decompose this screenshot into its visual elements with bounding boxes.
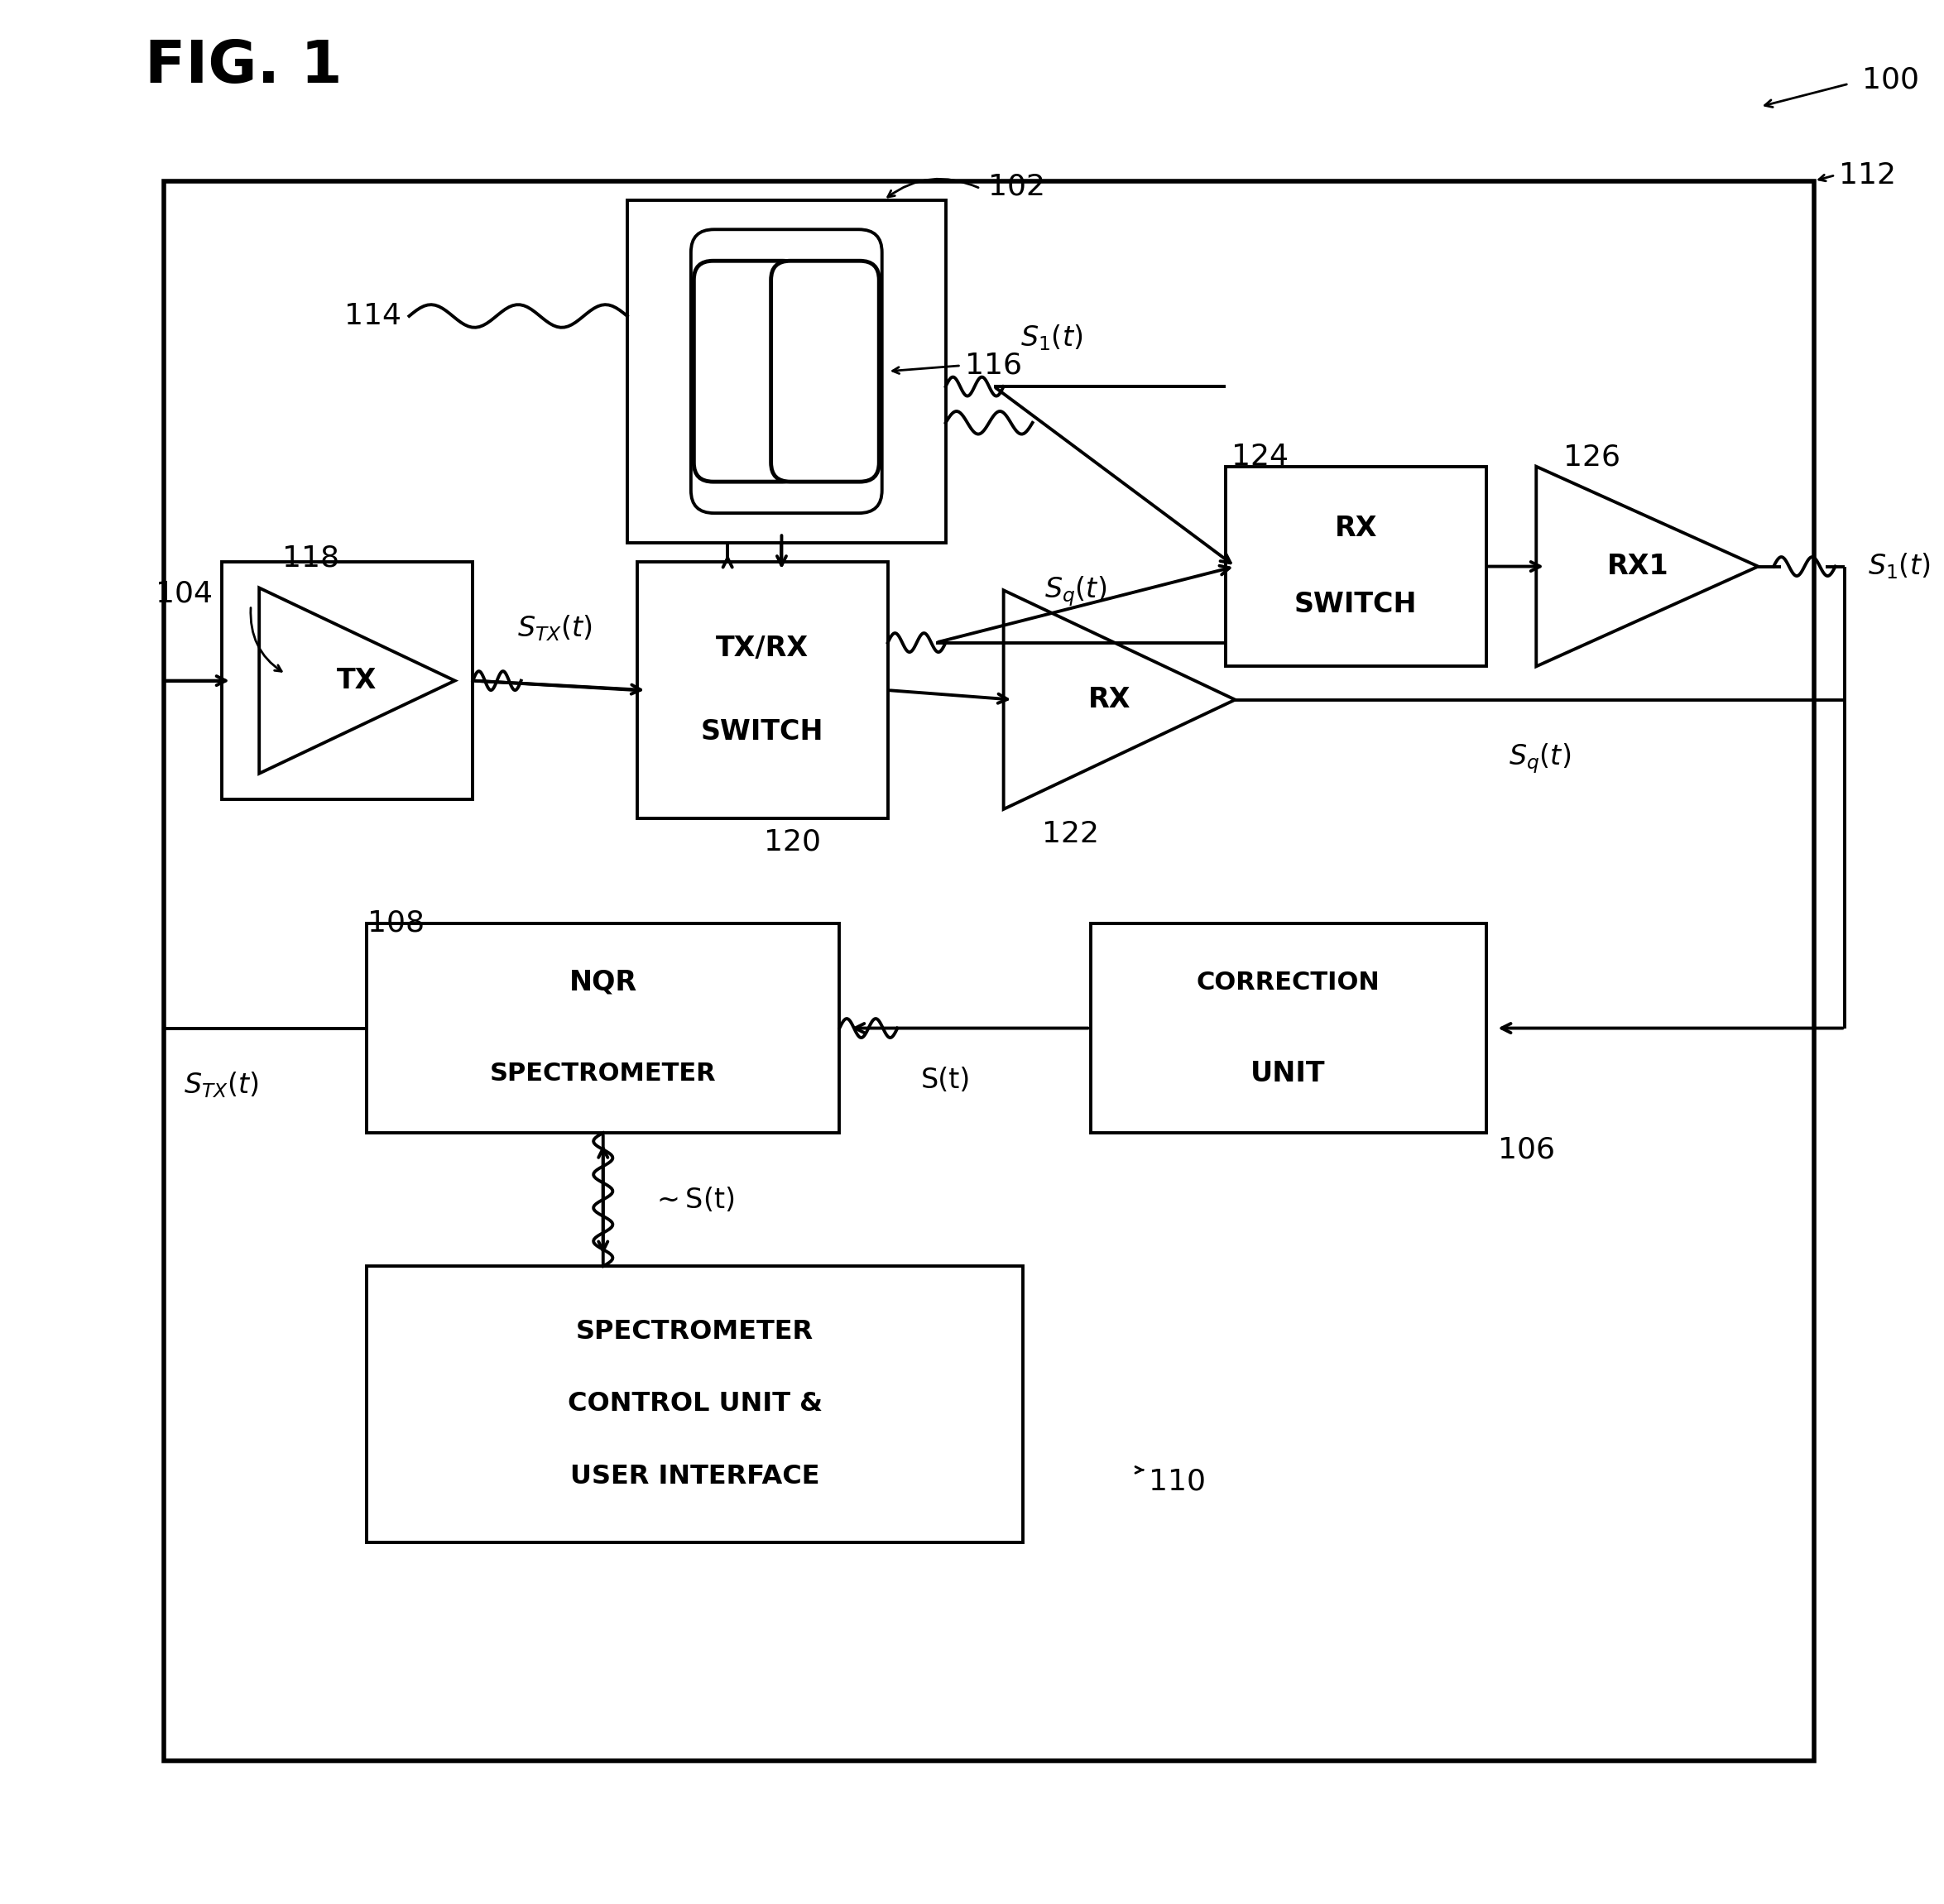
Text: 108: 108 [367,910,424,937]
Text: 122: 122 [1042,821,1098,847]
Text: $S_1(t)$: $S_1(t)$ [1021,322,1083,352]
Bar [638,562,888,819]
Text: S(t): S(t) [921,1066,970,1093]
Text: 118: 118 [282,545,340,571]
Polygon shape [1003,590,1234,809]
Text: 114: 114 [344,303,400,329]
Text: SWITCH: SWITCH [702,718,824,746]
Text: CORRECTION: CORRECTION [1196,971,1380,994]
Text: CONTROL UNIT &: CONTROL UNIT & [568,1392,822,1417]
FancyBboxPatch shape [690,230,883,514]
Text: $S_q(t)$: $S_q(t)$ [1509,743,1571,775]
Bar [628,200,945,543]
Bar [163,181,1814,1761]
Text: UNIT: UNIT [1250,1061,1326,1087]
Bar [1091,923,1485,1133]
Bar [367,1266,1023,1542]
Text: 116: 116 [964,352,1023,379]
Text: $S_{TX}(t)$: $S_{TX}(t)$ [183,1070,259,1101]
Text: SPECTROMETER: SPECTROMETER [575,1319,815,1344]
Bar [367,923,840,1133]
Text: 100: 100 [1862,67,1919,93]
Text: RX: RX [1334,514,1376,543]
Text: RX: RX [1089,685,1131,714]
Text: NQR: NQR [570,969,638,996]
Text: $S_q(t)$: $S_q(t)$ [1044,575,1106,609]
Text: $S_{TX}(t)$: $S_{TX}(t)$ [517,613,593,644]
Text: $S_1(t)$: $S_1(t)$ [1868,552,1930,581]
Text: 124: 124 [1231,444,1289,470]
FancyBboxPatch shape [694,261,801,482]
Bar [1225,466,1485,666]
Polygon shape [259,588,455,773]
Text: 106: 106 [1497,1137,1555,1163]
FancyBboxPatch shape [772,261,879,482]
Text: 104: 104 [156,581,212,607]
Text: 102: 102 [988,173,1046,200]
Polygon shape [1536,466,1757,666]
Text: SWITCH: SWITCH [1295,590,1417,619]
Text: FIG. 1: FIG. 1 [144,38,342,95]
Text: SPECTROMETER: SPECTROMETER [490,1062,715,1085]
Text: 126: 126 [1563,444,1621,470]
Text: $\sim$S(t): $\sim$S(t) [651,1186,735,1213]
Text: USER INTERFACE: USER INTERFACE [570,1464,820,1489]
Bar [222,562,472,800]
Text: TX: TX [336,666,377,695]
Text: 110: 110 [1149,1468,1205,1495]
Text: 120: 120 [764,828,822,855]
Text: 112: 112 [1839,162,1895,188]
Text: RX1: RX1 [1606,552,1668,581]
Text: TX/RX: TX/RX [715,634,809,663]
